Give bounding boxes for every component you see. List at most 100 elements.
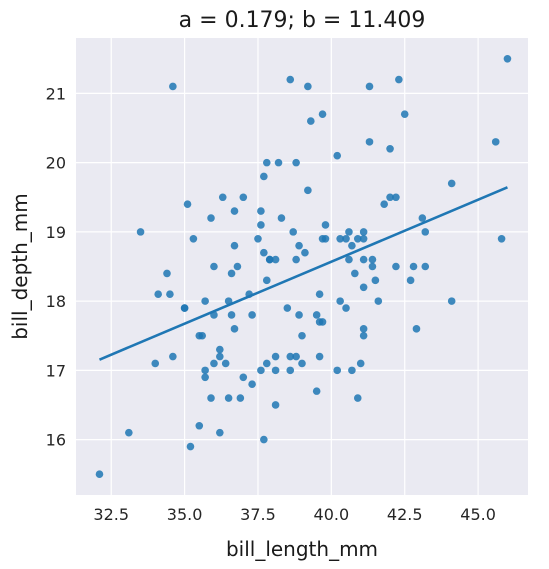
data-point [283, 304, 292, 312]
data-point [295, 241, 303, 250]
data-point [166, 290, 174, 298]
data-point [286, 352, 295, 361]
data-point [315, 352, 324, 361]
data-point [342, 304, 350, 312]
regression-line [98, 186, 508, 361]
data-point [125, 428, 133, 437]
data-point [260, 435, 268, 444]
data-point [406, 276, 415, 285]
data-point [216, 352, 224, 361]
data-point [412, 325, 421, 333]
y-tick-label: 17 [46, 361, 66, 380]
data-point [207, 394, 215, 402]
data-point [189, 235, 198, 243]
data-point [353, 235, 362, 243]
data-point [392, 193, 400, 202]
data-point [271, 366, 280, 375]
data-point [233, 262, 242, 271]
data-point [333, 366, 342, 375]
data-point [216, 345, 224, 354]
y-tick-label: 16 [46, 431, 66, 450]
y-axis-label: bill_depth_mm [8, 193, 32, 340]
data-point [271, 255, 280, 264]
data-point [210, 359, 218, 368]
y-tick-label: 20 [46, 154, 66, 173]
data-point [395, 75, 403, 84]
data-point [262, 276, 271, 285]
data-point [257, 207, 265, 215]
data-point [227, 311, 236, 319]
data-point [374, 297, 383, 305]
data-point [183, 200, 192, 208]
data-point [257, 221, 265, 229]
data-point [224, 394, 233, 402]
data-point [254, 235, 262, 243]
data-point [207, 214, 215, 222]
data-point [368, 262, 377, 271]
data-point [136, 228, 145, 236]
x-tick-label: 37.5 [240, 505, 276, 524]
data-point [180, 304, 189, 312]
data-point [307, 117, 315, 125]
data-point [227, 269, 236, 278]
data-point [298, 331, 306, 340]
data-point [380, 200, 388, 208]
x-tick-label: 45.0 [460, 505, 496, 524]
data-point [503, 54, 512, 63]
data-point [248, 380, 256, 389]
data-point [265, 255, 274, 264]
data-point [301, 248, 309, 257]
data-point [257, 366, 265, 375]
data-point [409, 262, 418, 271]
data-point [230, 207, 239, 215]
data-point [186, 442, 195, 451]
data-point [356, 359, 365, 368]
data-point [418, 214, 427, 222]
data-point [260, 172, 268, 181]
data-point [318, 318, 327, 326]
data-point [359, 283, 368, 292]
y-tick-label: 18 [46, 292, 66, 311]
x-tick-label: 35.0 [167, 505, 203, 524]
data-point [312, 387, 321, 395]
data-point [318, 110, 327, 118]
data-point [304, 82, 312, 91]
data-point [359, 325, 368, 333]
data-point [298, 359, 306, 368]
data-point [286, 366, 295, 375]
data-point [295, 311, 303, 319]
data-point [163, 269, 171, 278]
data-point [321, 221, 330, 229]
data-point [491, 138, 500, 146]
data-point [277, 214, 286, 222]
data-point [321, 235, 330, 243]
data-point [371, 276, 380, 285]
data-point [359, 331, 368, 340]
data-point [421, 228, 430, 236]
data-point [216, 428, 224, 437]
data-point [348, 241, 356, 250]
data-point [312, 311, 321, 319]
data-point [348, 366, 356, 375]
data-point [95, 470, 104, 479]
data-point [421, 262, 430, 271]
y-tick-label: 19 [46, 223, 66, 242]
data-point [359, 228, 368, 236]
plot-background [76, 38, 528, 495]
data-point [201, 297, 209, 305]
data-point [497, 235, 506, 243]
data-point [392, 262, 400, 271]
chart-title: a = 0.179; b = 11.409 [179, 8, 426, 33]
x-tick-label: 42.5 [387, 505, 423, 524]
data-point [230, 241, 239, 250]
data-point [353, 394, 362, 402]
data-point [230, 325, 239, 333]
x-tick-labels: 32.5 35.0 37.5 40.0 42.5 45.0 [93, 505, 496, 524]
data-point [201, 366, 209, 375]
data-point [289, 228, 297, 236]
data-point [201, 373, 209, 382]
data-point [260, 248, 268, 257]
data-point [210, 262, 218, 271]
data-point [154, 290, 162, 298]
